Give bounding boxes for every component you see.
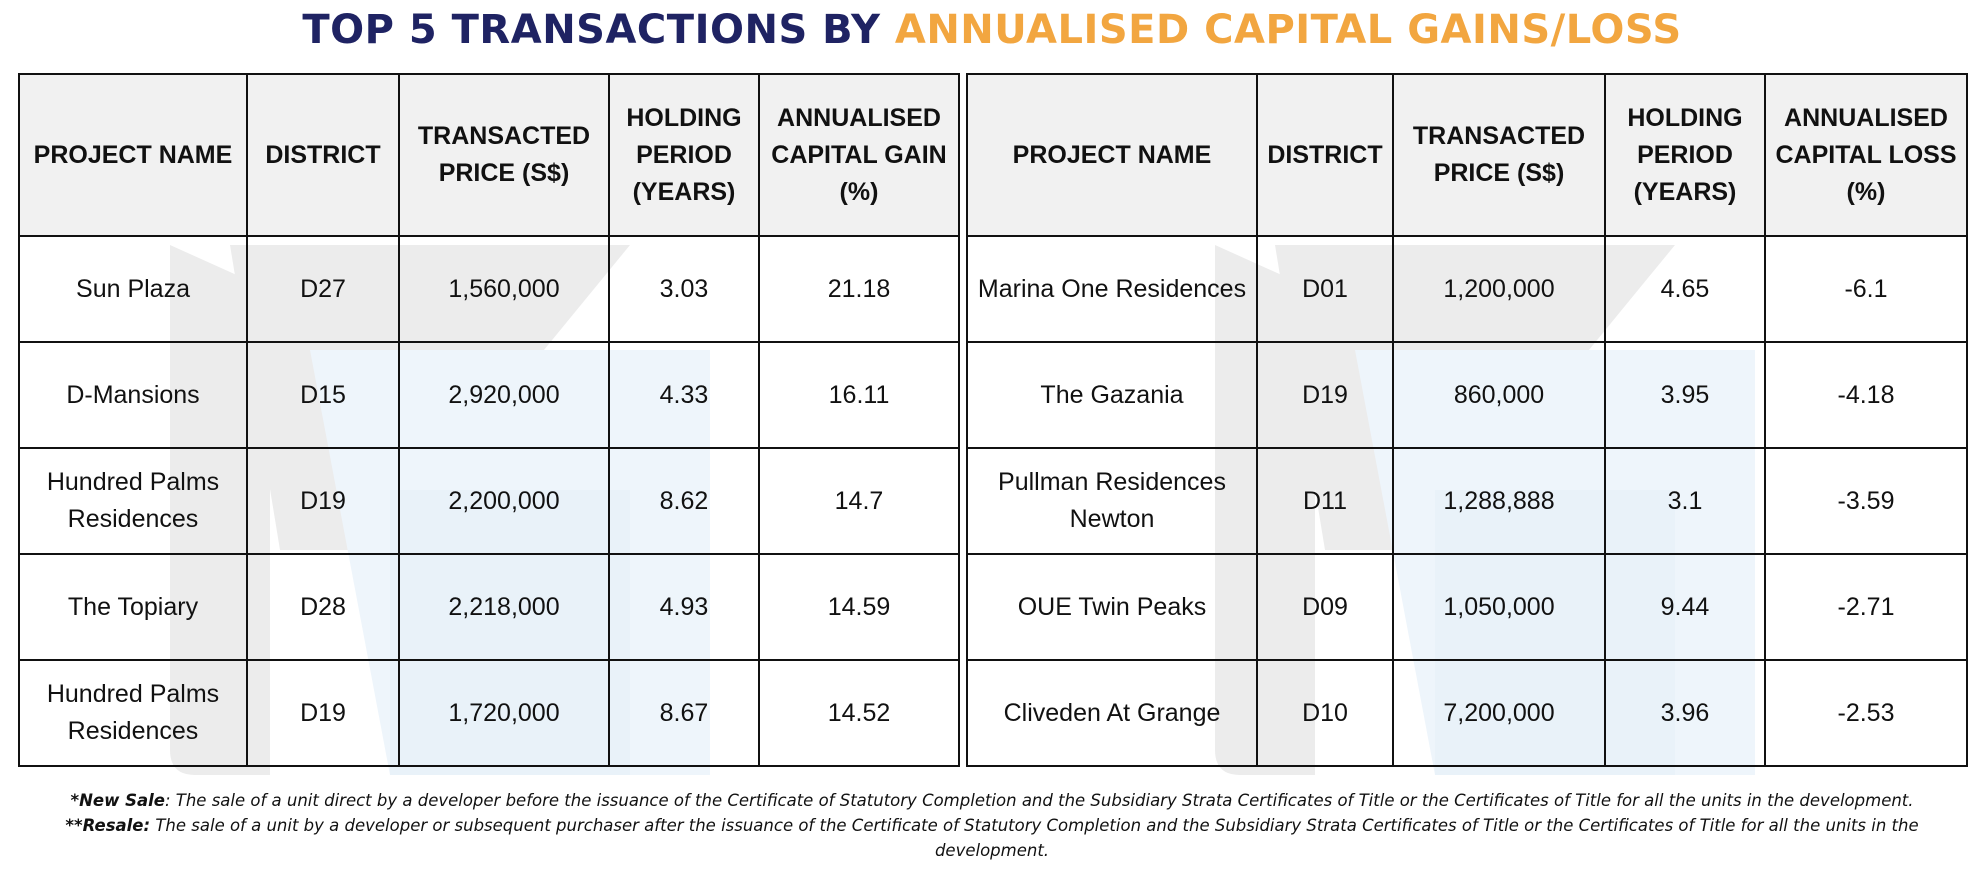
footnote-text-new-sale: : The sale of a unit direct by a develop… bbox=[164, 791, 1914, 810]
column-header-district: DISTRICT bbox=[1256, 73, 1394, 237]
district-cell: D09 bbox=[1256, 553, 1394, 661]
price-cell: 2,200,000 bbox=[398, 447, 610, 555]
district-cell: D15 bbox=[246, 341, 400, 449]
table-header-row: PROJECT NAME DISTRICT TRANSACTED PRICE (… bbox=[966, 73, 1968, 237]
annualised-gain-cell: 14.7 bbox=[758, 447, 960, 555]
capital-gain-table: PROJECT NAME DISTRICT TRANSACTED PRICE (… bbox=[18, 73, 960, 767]
table-row: Hundred Palms Residences D19 1,720,000 8… bbox=[18, 659, 960, 767]
table-row: OUE Twin Peaks D09 1,050,000 9.44 -2.71 bbox=[966, 553, 1968, 661]
annualised-gain-cell: 14.59 bbox=[758, 553, 960, 661]
footnote-term-new-sale: *New Sale bbox=[70, 791, 165, 810]
table-row: Sun Plaza D27 1,560,000 3.03 21.18 bbox=[18, 235, 960, 343]
table-row: Pullman Residences Newton D11 1,288,888 … bbox=[966, 447, 1968, 555]
page-title: TOP 5 TRANSACTIONS BY ANNUALISED CAPITAL… bbox=[0, 0, 1984, 60]
footnote-text-resale: The sale of a unit by a developer or sub… bbox=[150, 816, 1919, 860]
annualised-loss-cell: -2.71 bbox=[1764, 553, 1968, 661]
price-cell: 1,560,000 bbox=[398, 235, 610, 343]
project-name-cell: Cliveden At Grange bbox=[966, 659, 1258, 767]
column-header-annualised-loss: ANNUALISED CAPITAL LOSS (%) bbox=[1764, 73, 1968, 237]
price-cell: 7,200,000 bbox=[1392, 659, 1606, 767]
table-row: Cliveden At Grange D10 7,200,000 3.96 -2… bbox=[966, 659, 1968, 767]
district-cell: D19 bbox=[246, 447, 400, 555]
title-accent: ANNUALISED CAPITAL GAINS/LOSS bbox=[894, 7, 1682, 53]
price-cell: 860,000 bbox=[1392, 341, 1606, 449]
footnote-term-resale: **Resale: bbox=[65, 816, 151, 835]
project-name-cell: D-Mansions bbox=[18, 341, 248, 449]
column-header-price: TRANSACTED PRICE (S$) bbox=[1392, 73, 1606, 237]
district-cell: D11 bbox=[1256, 447, 1394, 555]
price-cell: 1,288,888 bbox=[1392, 447, 1606, 555]
district-cell: D28 bbox=[246, 553, 400, 661]
column-header-district: DISTRICT bbox=[246, 73, 400, 237]
annualised-loss-cell: -2.53 bbox=[1764, 659, 1968, 767]
column-header-project: PROJECT NAME bbox=[966, 73, 1258, 237]
footnote-new-sale: *New Sale: The sale of a unit direct by … bbox=[0, 788, 1984, 813]
column-header-price: TRANSACTED PRICE (S$) bbox=[398, 73, 610, 237]
project-name-cell: The Gazania bbox=[966, 341, 1258, 449]
holding-period-cell: 9.44 bbox=[1604, 553, 1766, 661]
price-cell: 2,218,000 bbox=[398, 553, 610, 661]
project-name-cell: OUE Twin Peaks bbox=[966, 553, 1258, 661]
district-cell: D19 bbox=[246, 659, 400, 767]
district-cell: D10 bbox=[1256, 659, 1394, 767]
column-header-holding: HOLDING PERIOD (YEARS) bbox=[608, 73, 760, 237]
holding-period-cell: 8.62 bbox=[608, 447, 760, 555]
title-primary: TOP 5 TRANSACTIONS BY bbox=[302, 7, 895, 53]
holding-period-cell: 3.03 bbox=[608, 235, 760, 343]
table-row: Marina One Residences D01 1,200,000 4.65… bbox=[966, 235, 1968, 343]
annualised-loss-cell: -6.1 bbox=[1764, 235, 1968, 343]
district-cell: D01 bbox=[1256, 235, 1394, 343]
project-name-cell: Marina One Residences bbox=[966, 235, 1258, 343]
holding-period-cell: 3.96 bbox=[1604, 659, 1766, 767]
price-cell: 1,720,000 bbox=[398, 659, 610, 767]
project-name-cell: The Topiary bbox=[18, 553, 248, 661]
price-cell: 1,200,000 bbox=[1392, 235, 1606, 343]
project-name-cell: Hundred Palms Residences bbox=[18, 447, 248, 555]
holding-period-cell: 4.65 bbox=[1604, 235, 1766, 343]
district-cell: D19 bbox=[1256, 341, 1394, 449]
table-row: Hundred Palms Residences D19 2,200,000 8… bbox=[18, 447, 960, 555]
capital-loss-table: PROJECT NAME DISTRICT TRANSACTED PRICE (… bbox=[966, 73, 1968, 767]
project-name-cell: Pullman Residences Newton bbox=[966, 447, 1258, 555]
annualised-gain-cell: 21.18 bbox=[758, 235, 960, 343]
holding-period-cell: 3.95 bbox=[1604, 341, 1766, 449]
table-row: D-Mansions D15 2,920,000 4.33 16.11 bbox=[18, 341, 960, 449]
holding-period-cell: 3.1 bbox=[1604, 447, 1766, 555]
annualised-gain-cell: 16.11 bbox=[758, 341, 960, 449]
annualised-loss-cell: -3.59 bbox=[1764, 447, 1968, 555]
column-header-project: PROJECT NAME bbox=[18, 73, 248, 237]
column-header-annualised-gain: ANNUALISED CAPITAL GAIN (%) bbox=[758, 73, 960, 237]
holding-period-cell: 4.93 bbox=[608, 553, 760, 661]
annualised-gain-cell: 14.52 bbox=[758, 659, 960, 767]
annualised-loss-cell: -4.18 bbox=[1764, 341, 1968, 449]
project-name-cell: Hundred Palms Residences bbox=[18, 659, 248, 767]
holding-period-cell: 8.67 bbox=[608, 659, 760, 767]
footnote-resale: **Resale: The sale of a unit by a develo… bbox=[0, 813, 1984, 863]
price-cell: 2,920,000 bbox=[398, 341, 610, 449]
holding-period-cell: 4.33 bbox=[608, 341, 760, 449]
footnotes: *New Sale: The sale of a unit direct by … bbox=[0, 788, 1984, 863]
table-header-row: PROJECT NAME DISTRICT TRANSACTED PRICE (… bbox=[18, 73, 960, 237]
price-cell: 1,050,000 bbox=[1392, 553, 1606, 661]
column-header-holding: HOLDING PERIOD (YEARS) bbox=[1604, 73, 1766, 237]
district-cell: D27 bbox=[246, 235, 400, 343]
project-name-cell: Sun Plaza bbox=[18, 235, 248, 343]
table-row: The Topiary D28 2,218,000 4.93 14.59 bbox=[18, 553, 960, 661]
table-row: The Gazania D19 860,000 3.95 -4.18 bbox=[966, 341, 1968, 449]
